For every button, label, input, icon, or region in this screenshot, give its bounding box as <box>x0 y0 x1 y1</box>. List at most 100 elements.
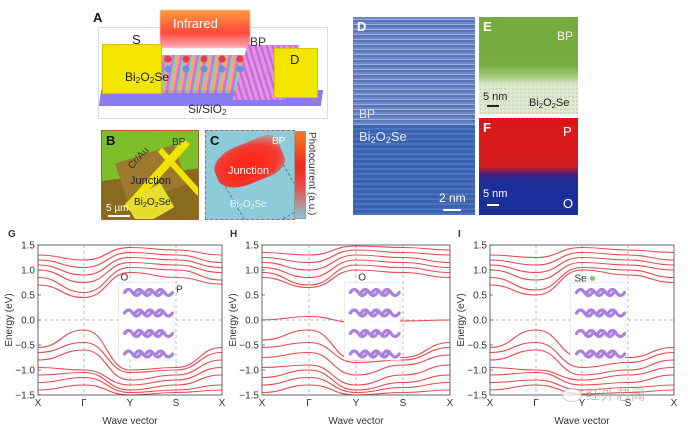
bp-label: BP <box>557 29 574 43</box>
bi2o2se-label: Bi2O2Se <box>359 129 407 145</box>
band-line <box>37 256 223 276</box>
atom-chain <box>348 287 401 298</box>
panel-d-label: D <box>357 19 367 34</box>
x-tick-label: Y <box>127 398 134 409</box>
band-line <box>261 341 451 364</box>
band-line <box>261 269 451 289</box>
bi2o2se-label: Bi2O2Se <box>529 97 570 110</box>
y-tick-label: −0.5 <box>15 341 35 352</box>
band-line <box>37 266 223 294</box>
bi2o2se-lattice <box>479 83 578 114</box>
band-line <box>37 329 223 371</box>
y-tick-label: 0.0 <box>473 316 487 327</box>
bi2o2se-label: Bi2O2Se <box>230 199 267 211</box>
y-tick-label: −1.5 <box>239 391 259 402</box>
x-tick-label: Γ <box>306 398 312 409</box>
x-tick-label: X <box>35 398 42 409</box>
x-tick-label: Γ <box>81 398 87 409</box>
bp-label: BP <box>359 107 376 121</box>
x-axis-title: Wave vector <box>102 416 158 427</box>
band-line <box>261 369 451 391</box>
atom-chain <box>574 287 627 298</box>
infrared-label: Infrared <box>173 16 218 31</box>
bp-label: BP <box>172 137 186 148</box>
inset-label: P <box>176 285 183 296</box>
drain-label: D <box>290 52 300 67</box>
panel-c-label: C <box>210 133 220 148</box>
x-tick-label: X <box>219 398 226 409</box>
drain-electrode <box>274 48 318 98</box>
band-line <box>261 376 451 394</box>
band-line <box>261 259 451 279</box>
colorbar-label: Photocurrent (a.u.) <box>306 132 317 216</box>
band-line <box>489 251 675 266</box>
y-tick-label: −0.5 <box>239 341 259 352</box>
atom-chain <box>348 349 401 359</box>
y-tick-label: 0.0 <box>21 316 35 327</box>
band-line <box>489 371 675 386</box>
x-axis-title: Wave vector <box>328 416 384 427</box>
source-electrode <box>102 44 162 94</box>
y-tick-label: 0.5 <box>473 291 487 302</box>
scale-bar <box>487 105 499 107</box>
infrared-beam <box>160 10 250 48</box>
scale-label: 5 nm <box>483 91 508 103</box>
y-tick-label: 1.5 <box>245 241 259 252</box>
watermark: 红外芯闻 <box>562 385 646 405</box>
atom-chain <box>574 349 627 359</box>
panel-e: E BP 5 nm Bi2O2Se <box>479 17 578 114</box>
o-label: O <box>563 196 574 211</box>
panel-a: A Infrared Si/SiO2 BP S D Bi2O2Se <box>90 10 335 119</box>
band-line <box>37 271 223 299</box>
panel-label: G <box>8 229 16 240</box>
band-line <box>261 351 451 376</box>
inset-label: O <box>358 273 366 284</box>
band-line <box>489 269 675 296</box>
x-tick-label: S <box>400 398 407 409</box>
p-label: P <box>563 124 572 139</box>
band-line <box>37 261 223 284</box>
y-tick-label: −1.0 <box>15 366 35 377</box>
band-line <box>261 245 451 256</box>
band-structures: G O P 1.5 1.0 0.5 0.0 −0.5 −1.0 −1.5 X Γ Y S X Wave vec… <box>4 229 678 427</box>
scale-label: 2 nm <box>439 191 466 205</box>
band-line <box>489 384 675 395</box>
band-line <box>489 341 675 369</box>
y-tick-label: −1.5 <box>467 391 487 402</box>
panel-e-label: E <box>483 19 492 34</box>
scale-bar <box>108 215 130 217</box>
scale-bar <box>487 204 499 206</box>
panel-b: B Cr/Au BP Junction Bi2O2Se 5 µm <box>101 130 199 220</box>
y-tick-label: 1.0 <box>473 266 487 277</box>
panel-a-label: A <box>93 10 103 25</box>
band-line <box>261 254 451 271</box>
panel-b-label: B <box>106 133 116 148</box>
inset-label: O <box>121 273 129 284</box>
junction-label: Junction <box>228 165 269 177</box>
atom-chain <box>574 328 627 339</box>
junction-label: Junction <box>130 175 171 187</box>
carrier-pairs <box>162 54 252 74</box>
substrate-sub: 2 <box>222 107 227 117</box>
source-label: S <box>132 32 141 47</box>
bp-label: BP <box>250 35 267 49</box>
band-line <box>37 246 223 261</box>
atom-chain <box>348 308 401 318</box>
atom-chain <box>122 308 175 318</box>
band-line <box>489 349 675 376</box>
scale-bar <box>443 209 461 211</box>
panel-f: F P 5 nm O <box>479 118 578 215</box>
scale-label: 5 nm <box>483 188 508 200</box>
y-axis-title: Energy (eV) <box>228 293 239 346</box>
bi2o2se-label: Bi2O2Se <box>125 70 170 85</box>
se-atom-marker <box>590 276 595 281</box>
band-line <box>37 376 223 394</box>
panel-c: C BP Junction Bi2O2Se <box>205 130 295 220</box>
atom-chain <box>574 308 627 318</box>
scale-label: 5 µm <box>106 203 129 214</box>
wechat-icon <box>562 388 582 402</box>
bi2o2se-lattice <box>353 125 475 215</box>
watermark-text: 红外芯闻 <box>586 387 646 403</box>
y-tick-label: 1.5 <box>473 241 487 252</box>
y-tick-label: 0.0 <box>245 316 259 327</box>
